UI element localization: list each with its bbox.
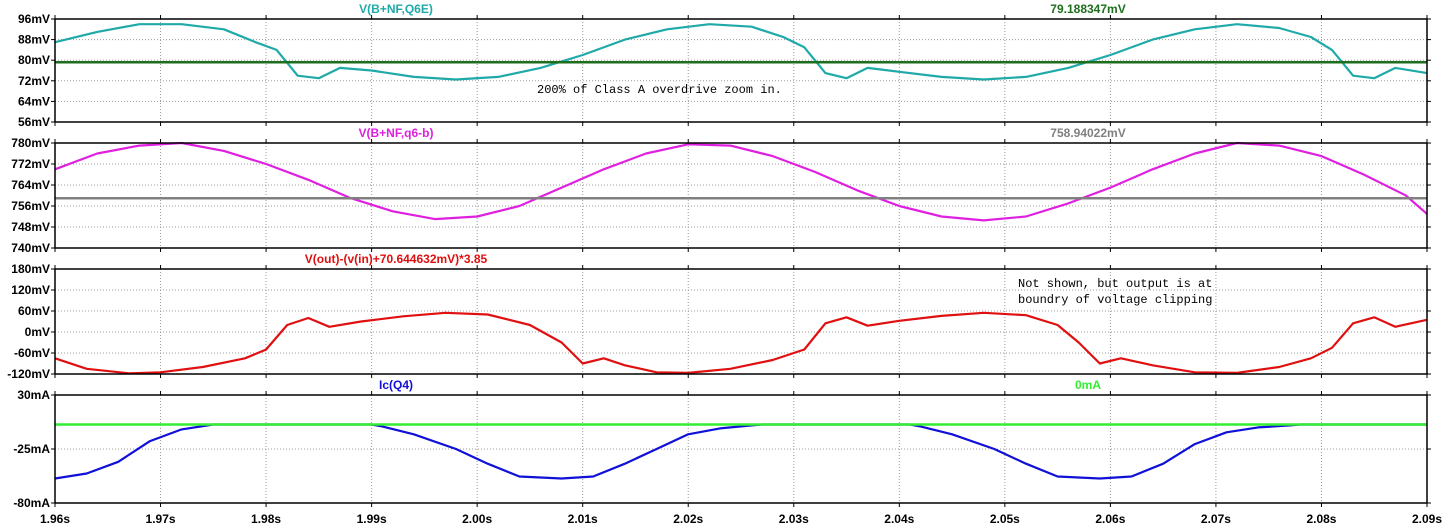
pane-frame bbox=[54, 268, 1428, 375]
y-tick-label: 72mV bbox=[18, 74, 50, 88]
y-tick-label: 0mV bbox=[25, 325, 50, 339]
series-title: V(B+NF,q6-b) bbox=[359, 126, 434, 140]
y-tick-label: 764mV bbox=[11, 178, 50, 192]
series-readout: 0mA bbox=[1075, 378, 1101, 392]
pane-frame bbox=[54, 142, 1428, 249]
y-tick-label: 96mV bbox=[18, 12, 50, 26]
y-tick-label: 772mV bbox=[11, 157, 50, 171]
x-tick-label: 1.97s bbox=[146, 512, 176, 526]
x-tick-label: 2.00s bbox=[462, 512, 492, 526]
plot-annotation: Not shown, but output is at bbox=[1018, 277, 1212, 291]
pane-1: 96mV 88mV 80mV 72mV 64mV 56mV V(B+NF,Q6E) 79.18… bbox=[18, 2, 1431, 129]
y-tick-label: -80mA bbox=[13, 496, 50, 510]
x-tick-label: 2.03s bbox=[779, 512, 809, 526]
y-tick-label: 30mA bbox=[17, 388, 50, 402]
x-tick-label: 2.04s bbox=[884, 512, 914, 526]
y-tick-label: 60mV bbox=[18, 304, 50, 318]
y-tick-label: 88mV bbox=[18, 33, 50, 47]
series-readout: 758.94022mV bbox=[1050, 126, 1125, 140]
x-tick-label: 2.08s bbox=[1306, 512, 1336, 526]
series-title: Ic(Q4) bbox=[379, 378, 413, 392]
panes-layer: 96mV 88mV 80mV 72mV 64mV 56mV V(B+NF,Q6E) 79.18… bbox=[7, 2, 1442, 526]
pane-3: 180mV 120mV 60mV 0mV -60mV -120mV V(out)-(v(in… bbox=[7, 252, 1431, 381]
y-tick-label: -25mA bbox=[13, 442, 50, 456]
pane-frame bbox=[54, 394, 1428, 504]
y-tick-label: -60mV bbox=[14, 346, 50, 360]
series-line bbox=[54, 311, 1428, 375]
y-tick-label: 180mV bbox=[11, 262, 50, 276]
x-tick-label: 2.07s bbox=[1201, 512, 1231, 526]
y-tick-label: 740mV bbox=[11, 241, 50, 255]
series-title: V(out)-(v(in)+70.644632mV)*3.85 bbox=[305, 252, 488, 266]
series-line bbox=[54, 423, 1427, 480]
x-tick-label: 1.99s bbox=[357, 512, 387, 526]
pane-4: 30mA -25mA -80mA Ic(Q4) 0mA bbox=[13, 378, 1431, 510]
series-line bbox=[54, 141, 1428, 222]
series-line bbox=[54, 23, 1428, 81]
y-tick-label: 756mV bbox=[11, 199, 50, 213]
y-tick-label: 120mV bbox=[11, 283, 50, 297]
y-tick-label: -120mV bbox=[7, 367, 50, 381]
y-tick-label: 56mV bbox=[18, 115, 50, 129]
pane-frame bbox=[54, 18, 1428, 123]
y-tick-label: 780mV bbox=[11, 136, 50, 150]
x-tick-label: 1.96s bbox=[40, 512, 70, 526]
series-title: V(B+NF,Q6E) bbox=[359, 2, 433, 16]
x-tick-label: 2.05s bbox=[990, 512, 1020, 526]
x-tick-label: 2.06s bbox=[1095, 512, 1125, 526]
plot-annotation: 200% of Class A overdrive zoom in. bbox=[537, 83, 782, 97]
pane-2: 780mV 772mV 764mV 756mV 748mV 740mV V(B+NF,q6-… bbox=[11, 126, 1431, 255]
x-tick-label: 2.01s bbox=[568, 512, 598, 526]
x-tick-label: 2.09s bbox=[1412, 512, 1442, 526]
y-tick-label: 748mV bbox=[11, 220, 50, 234]
y-tick-label: 80mV bbox=[18, 53, 50, 67]
x-tick-label: 2.02s bbox=[673, 512, 703, 526]
series-readout: 79.188347mV bbox=[1050, 2, 1125, 16]
y-tick-label: 64mV bbox=[18, 94, 50, 108]
plot-annotation: boundry of voltage clipping bbox=[1018, 293, 1212, 307]
x-tick-label: 1.98s bbox=[251, 512, 281, 526]
